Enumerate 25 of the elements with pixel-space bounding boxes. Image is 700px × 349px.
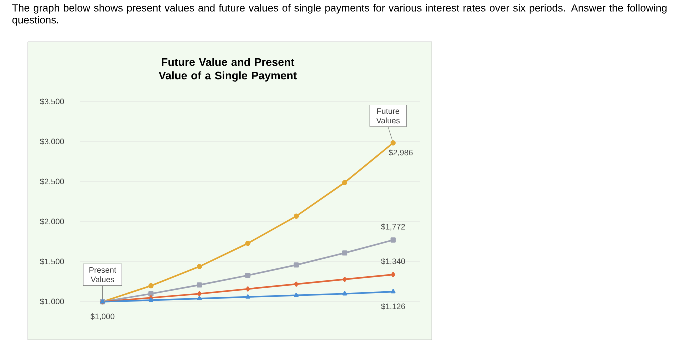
point bbox=[197, 282, 202, 288]
chart-title: Future Value and Present Value of a Single Payment bbox=[158, 58, 297, 82]
point bbox=[245, 273, 251, 278]
point bbox=[342, 180, 348, 186]
point bbox=[390, 140, 396, 146]
point bbox=[294, 214, 300, 219]
point bbox=[391, 272, 396, 278]
point bbox=[197, 291, 202, 297]
point bbox=[294, 262, 300, 268]
point bbox=[197, 296, 202, 300]
point bbox=[342, 250, 348, 256]
point bbox=[246, 286, 250, 292]
text: The graph below shows present values and future values of single payments for various interest rates over six periods. Answer the following questions. bbox=[12, 4, 667, 26]
point bbox=[294, 293, 299, 298]
point bbox=[391, 289, 396, 294]
point bbox=[197, 264, 202, 270]
point bbox=[294, 282, 299, 287]
point bbox=[148, 298, 154, 302]
point bbox=[342, 277, 348, 282]
point bbox=[245, 241, 251, 246]
point bbox=[148, 291, 154, 297]
point bbox=[148, 283, 154, 289]
point bbox=[390, 238, 396, 243]
point bbox=[246, 294, 250, 299]
point bbox=[342, 291, 348, 296]
